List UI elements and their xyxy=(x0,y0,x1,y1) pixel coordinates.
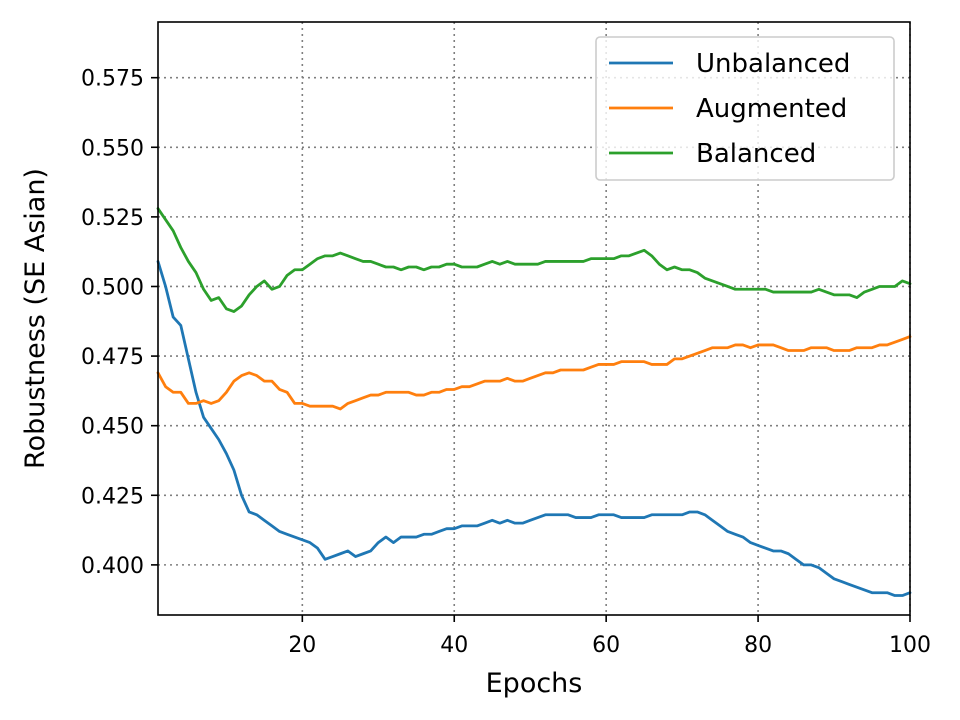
series-line-unbalanced xyxy=(156,260,912,597)
series-line-balanced xyxy=(156,207,912,313)
y-tick-label: 0.575 xyxy=(81,67,144,92)
x-tick-label: 20 xyxy=(288,633,316,658)
series-line-augmented xyxy=(156,335,912,411)
x-tick-label: 100 xyxy=(889,633,931,658)
plot-frame xyxy=(157,21,911,616)
y-tick-label: 0.525 xyxy=(81,206,144,231)
legend-box xyxy=(595,36,895,181)
y-tick-label: 0.475 xyxy=(81,345,144,370)
y-tick-label: 0.425 xyxy=(81,484,144,509)
legend-label-balanced: Balanced xyxy=(696,139,816,169)
y-axis-title: Robustness (SE Asian) xyxy=(20,168,51,469)
x-axis-title: Epochs xyxy=(486,668,583,699)
legend: Unbalanced Augmented Balanced xyxy=(595,36,895,181)
y-tick-label: 0.500 xyxy=(81,275,144,300)
x-tick-label: 80 xyxy=(744,633,772,658)
y-tick-label: 0.400 xyxy=(81,554,144,579)
ticks: 20 40 60 80 100 0.400 0.425 0.450 0.475 0.500 0.52… xyxy=(81,67,931,658)
series-group xyxy=(156,207,912,597)
y-tick-label: 0.550 xyxy=(81,136,144,161)
legend-label-unbalanced: Unbalanced xyxy=(696,49,850,79)
y-tick-label: 0.450 xyxy=(81,415,144,440)
legend-label-augmented: Augmented xyxy=(696,94,847,124)
x-tick-label: 60 xyxy=(592,633,620,658)
x-tick-label: 40 xyxy=(440,633,468,658)
